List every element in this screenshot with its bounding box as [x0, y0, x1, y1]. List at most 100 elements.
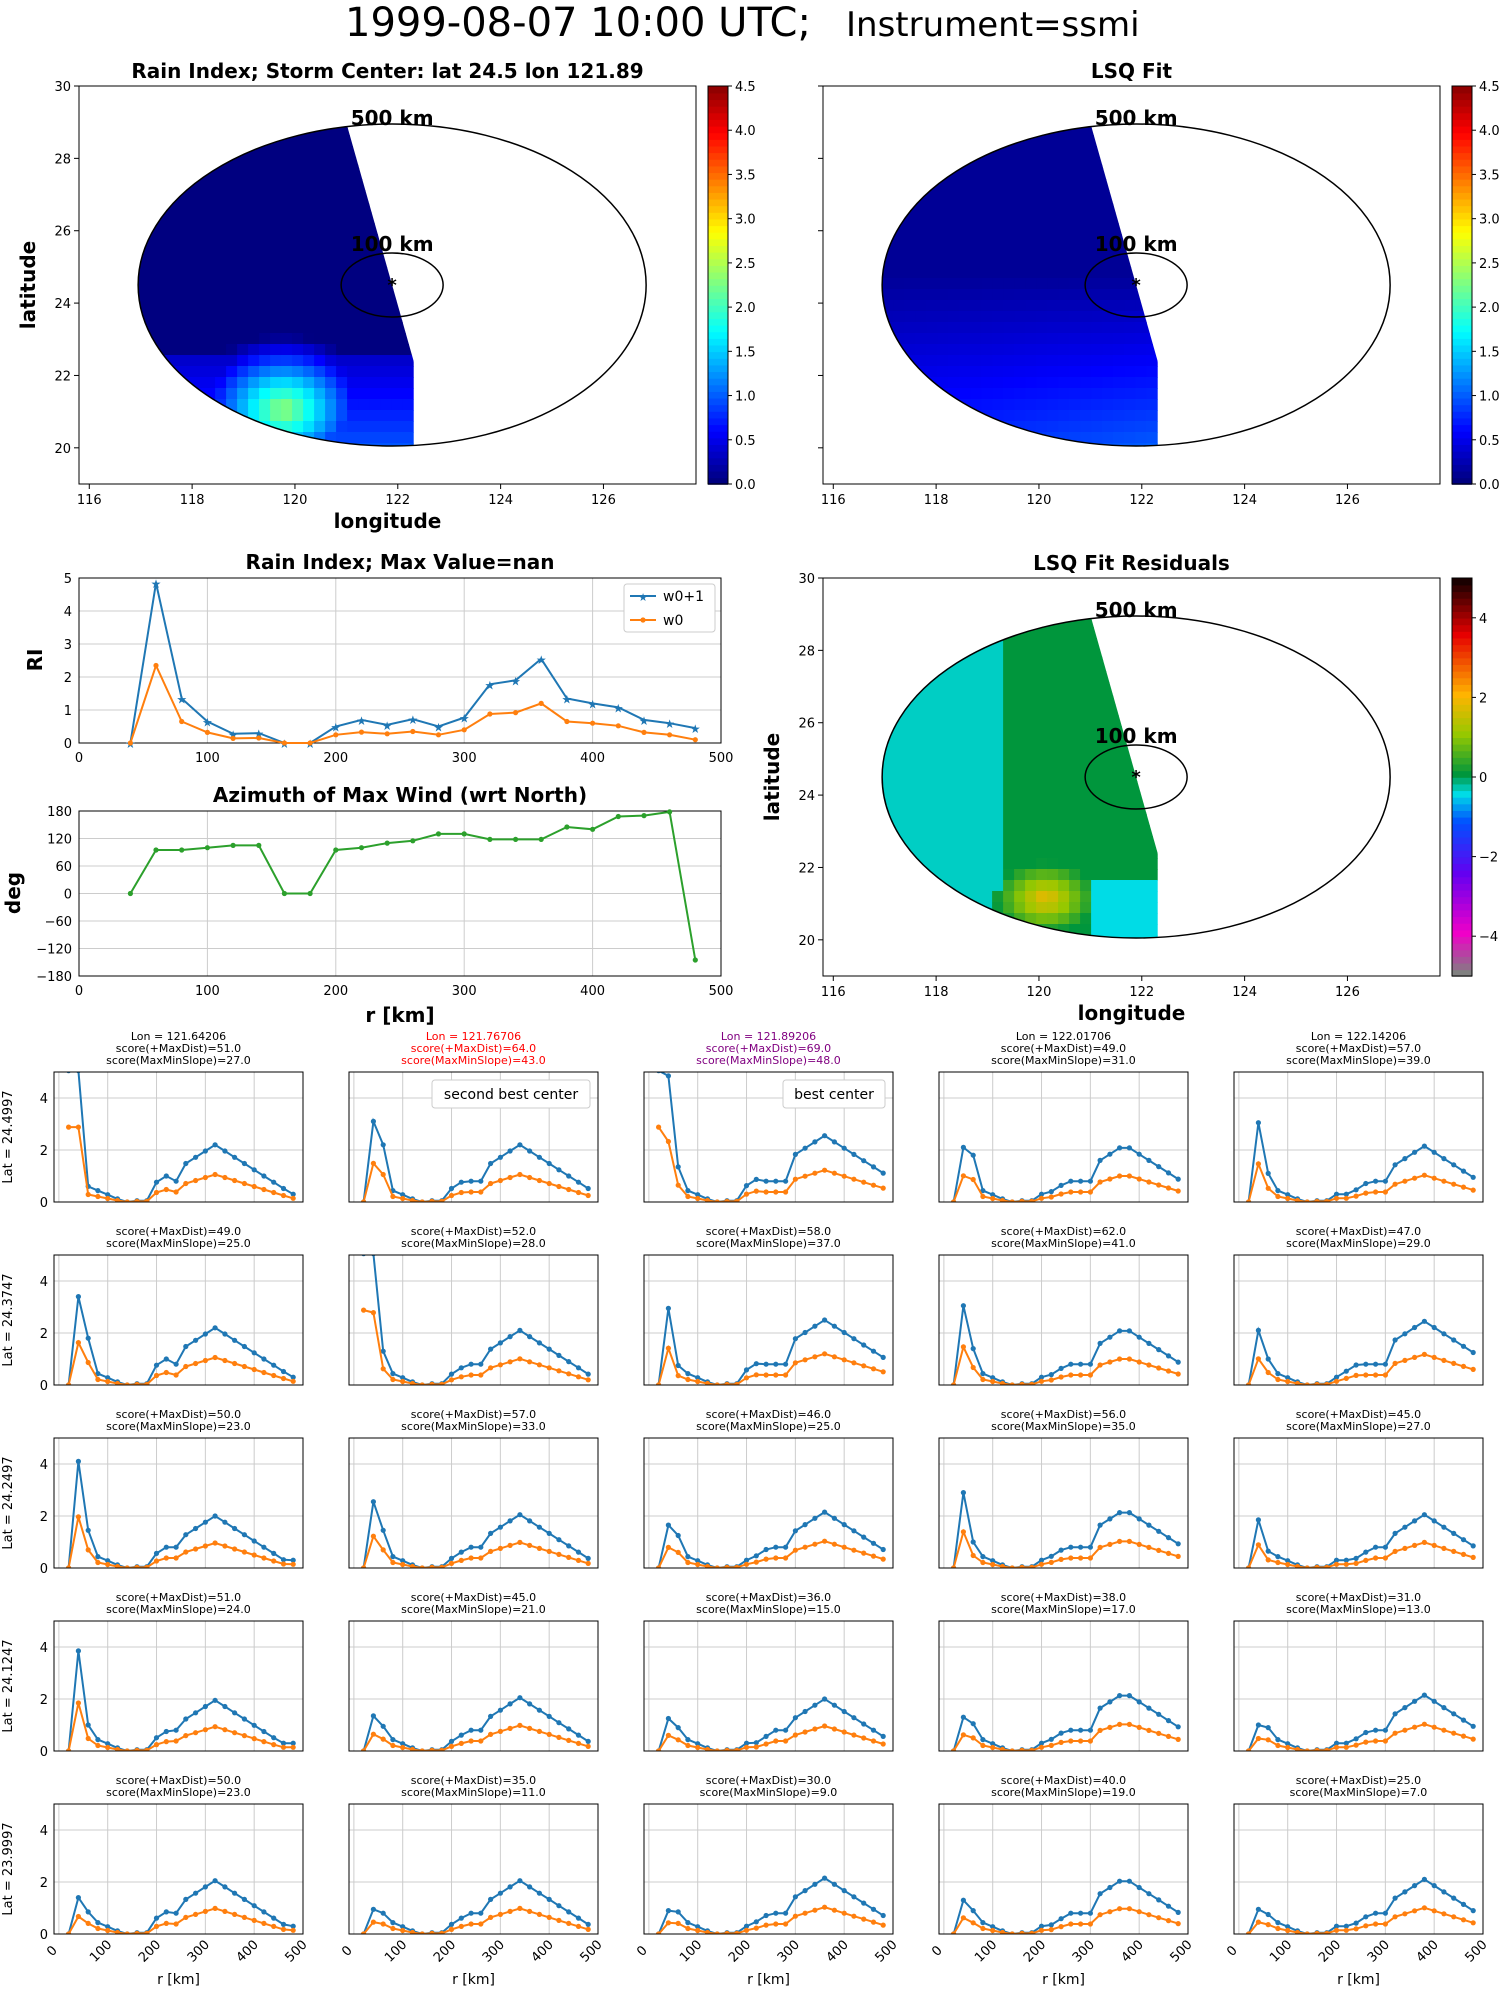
series-w0-point: [783, 1555, 789, 1561]
series-w0-point: [134, 1564, 140, 1568]
series-w0-point: [536, 1362, 543, 1368]
series-w0-point: [656, 1124, 662, 1130]
series-w0plus1-point: [763, 1733, 769, 1739]
series-w0plus1-point: ★: [639, 714, 650, 728]
cell-score-slope: score(MaxMinSlope)=24.0: [106, 1603, 251, 1616]
series-w0plus1-point: [173, 1178, 179, 1184]
series-w0-point: [400, 1195, 406, 1202]
series-w0plus1-point: [488, 1896, 494, 1902]
series-w0-point: [970, 1176, 976, 1183]
series-w0-point: [970, 1920, 976, 1926]
series-w0plus1-point: [527, 1884, 533, 1890]
series-w0-line: [1247, 1353, 1474, 1385]
center-cell: score(MaxMinSlope)=27.0score(+MaxDist)=5…: [1, 1030, 304, 1211]
series-w0plus1-point: [546, 1160, 552, 1167]
colorbar-tick-label: 3.0: [1479, 213, 1500, 228]
series-w0plus1-point: [95, 1737, 101, 1743]
series-w0plus1-point: [1156, 1164, 1162, 1170]
series-w0-point: [822, 1538, 828, 1544]
series-w0-point: [792, 1913, 799, 1919]
series-w0plus1-point: [1136, 1884, 1142, 1891]
series-w0-point: [390, 1742, 396, 1749]
series-w0plus1-point: [361, 1255, 366, 1257]
series-w0-point: [753, 1372, 759, 1378]
series-w0plus1-point: [870, 1540, 877, 1546]
series-w0-point: [556, 1917, 562, 1923]
y-tick-label: 0: [40, 1379, 48, 1394]
series-w0plus1-point: [970, 1908, 976, 1914]
series-w0plus1-point: [1107, 1151, 1113, 1157]
series-w0-point: [1392, 1730, 1398, 1736]
axes-frame: [643, 1254, 894, 1386]
x-tick-label: 116: [821, 985, 846, 1000]
center-cell: score(MaxMinSlope)=19.0score(+MaxDist)=4…: [929, 1774, 1195, 1988]
series-w0plus1-point: [1275, 1737, 1281, 1743]
series-w0-point: [1068, 1555, 1074, 1561]
series-w0plus1-point: [1285, 1741, 1291, 1747]
series-w0plus1-point: [1275, 1554, 1281, 1560]
ring-label-100km: 100 km: [351, 232, 434, 256]
series-w0-point: [497, 1911, 503, 1917]
y-tick-label: 2: [40, 1327, 48, 1342]
series-w0-point: [990, 1378, 996, 1385]
series-w0plus1-point: [1412, 1698, 1418, 1704]
x-tick-label: 500: [577, 1937, 605, 1965]
series-w0plus1-point: [1470, 1174, 1476, 1180]
cell-score-maxdist: score(+MaxDist)=50.0: [116, 1774, 241, 1787]
series-w0plus1-point: [222, 1331, 228, 1337]
series-w0plus1-point: [763, 1178, 769, 1184]
series-w0-point: [487, 711, 493, 717]
x-tick-label: 116: [77, 493, 102, 508]
series-w0plus1-point: [370, 1906, 376, 1912]
series-w0-point: [1246, 1382, 1252, 1385]
series-w0-point: [1412, 1542, 1418, 1548]
series-w0-point: [615, 723, 621, 729]
y-tick-label: 26: [798, 717, 815, 732]
series-w0-point: [261, 1186, 267, 1193]
series-w0plus1-point: [488, 1530, 494, 1536]
series-w0-point: [1421, 1351, 1427, 1357]
series-w0-point: [1117, 1721, 1123, 1727]
series-w0plus1-point: [1441, 1524, 1447, 1530]
series-w0plus1-point: [1412, 1883, 1418, 1889]
series-w0-point: [163, 1739, 169, 1745]
series-azimuth-point: [641, 813, 647, 819]
series-w0-point: [1382, 1555, 1388, 1561]
series-w0plus1-point: [695, 1924, 701, 1930]
cell-lon-label: Lon = 121.64206: [131, 1030, 226, 1043]
series-w0plus1-point: [841, 1888, 847, 1894]
series-w0-point: [193, 1911, 199, 1917]
series-w0plus1-point: ★: [536, 653, 547, 667]
series-w0plus1-point: [153, 1550, 160, 1556]
series-w0plus1-point: [1117, 1328, 1123, 1334]
series-w0plus1-point: [802, 1145, 808, 1151]
series-w0-point: [585, 1743, 591, 1749]
y-axis-label: latitude: [16, 241, 40, 329]
series-w0plus1-point: [1421, 1318, 1427, 1324]
series-w0-point: [105, 1378, 111, 1385]
series-w0-point: [66, 1565, 72, 1568]
series-w0-point: [880, 1185, 886, 1191]
series-w0-point: [1304, 1748, 1310, 1751]
series-w0plus1-point: [1107, 1334, 1113, 1340]
series-w0-point: [841, 1729, 847, 1735]
series-w0plus1-point: [1126, 1693, 1132, 1699]
series-w0-point: [1048, 1559, 1054, 1565]
series-w0plus1-point: [85, 1527, 91, 1533]
series-w0-point: [85, 1735, 91, 1742]
center-cell: score(MaxMinSlope)=37.0score(+MaxDist)=5…: [643, 1225, 894, 1386]
series-w0plus1-point: [153, 1179, 160, 1185]
series-w0plus1-point: [222, 1519, 228, 1525]
series-w0-point: [1275, 1193, 1281, 1200]
series-w0-point: [419, 1565, 425, 1568]
series-w0plus1-point: [370, 1713, 376, 1719]
cell-score-slope: score(MaxMinSlope)=17.0: [991, 1603, 1136, 1616]
series-w0-point: [261, 1369, 267, 1376]
series-w0-point: [566, 1554, 572, 1560]
series-w0plus1-point: [1146, 1522, 1152, 1528]
series-w0-point: [290, 1744, 296, 1750]
series-w0plus1-point: [1175, 1176, 1181, 1182]
series-w0-point: [380, 1547, 386, 1553]
series-w0-point: [280, 1192, 287, 1199]
series-w0-point: [1156, 1730, 1162, 1736]
